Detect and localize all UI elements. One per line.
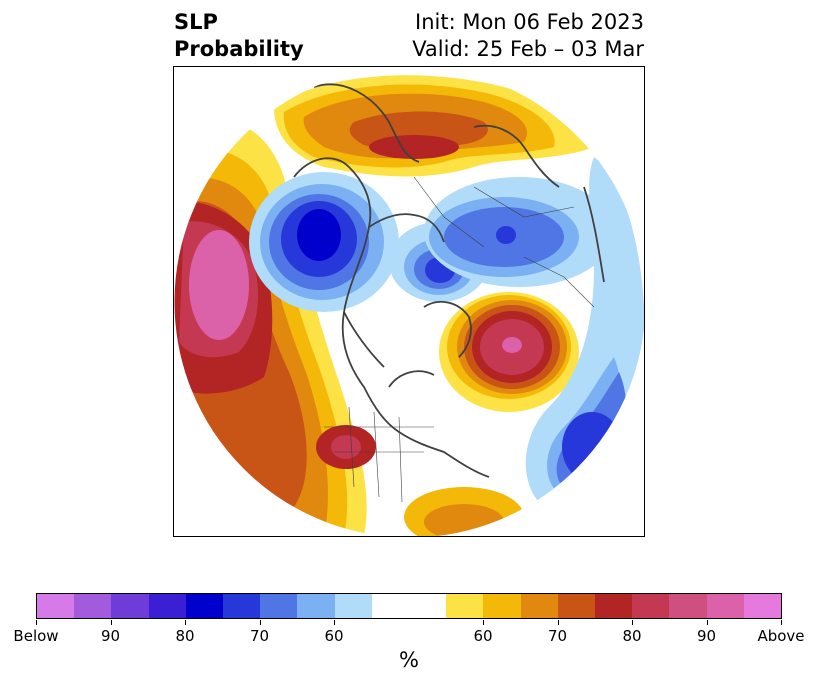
colorbar-tick-label: 60	[324, 627, 344, 645]
colorbar-tick	[557, 620, 559, 625]
colorbar-segment	[334, 594, 372, 618]
colorbar-segment	[557, 594, 596, 618]
colorbar	[36, 593, 782, 619]
colorbar-segment	[371, 594, 410, 618]
colorbar-segment	[632, 594, 670, 618]
colorbar-segment	[743, 594, 782, 618]
colorbar-tick-label: Below	[13, 627, 59, 645]
colorbar-segment	[483, 594, 521, 618]
coastlines	[293, 83, 605, 478]
colorbar-tick-label: 70	[547, 627, 568, 645]
colorbar-segment	[74, 594, 112, 618]
alaska-below	[249, 172, 399, 312]
political-borders	[324, 176, 595, 503]
colorbar-tick	[781, 620, 782, 625]
colorbar-tick	[632, 620, 633, 625]
colorbar-segment	[595, 594, 633, 618]
colorbar-tick-label: Above	[757, 627, 805, 645]
colorbar-tick	[185, 620, 186, 625]
north-atlantic-above	[439, 292, 579, 412]
siberia-below	[424, 177, 614, 287]
title-right: Init: Mon 06 Feb 2023 Valid: 25 Feb – 03…	[412, 9, 644, 63]
colorbar-segment	[148, 594, 186, 618]
colorbar-tick	[483, 620, 484, 625]
colorbar-segment	[223, 594, 261, 618]
colorbar-tick	[334, 620, 335, 625]
colorbar-segment	[260, 594, 298, 618]
valid-range: Valid: 25 Feb – 03 Mar	[412, 37, 644, 61]
colorbar-tick	[259, 620, 261, 625]
colorbar-tick-label: 90	[696, 627, 717, 645]
colorbar-segment	[37, 594, 75, 618]
colorbar-segment	[185, 594, 224, 618]
title-variable: SLP	[174, 10, 218, 34]
colorbar-segment	[669, 594, 707, 618]
colorbar-segment	[446, 594, 484, 618]
colorbar-tick	[36, 620, 37, 625]
colorbar-segment	[520, 594, 558, 618]
title-left: SLP Probability	[174, 9, 304, 63]
colorbar-tick-label: 80	[622, 627, 642, 645]
title-type: Probability	[174, 37, 304, 61]
probability-map	[174, 67, 644, 536]
colorbar-tick-label: 70	[249, 627, 270, 645]
colorbar-tick-label: 60	[473, 627, 493, 645]
colorbar-tick-label: 80	[175, 627, 195, 645]
colorbar-tick-label: 90	[100, 627, 121, 645]
colorbar-unit-label: %	[399, 648, 419, 672]
colorbar-segment	[409, 594, 447, 618]
colorbar-segment	[297, 594, 335, 618]
map-frame	[173, 66, 645, 537]
colorbar-tick	[706, 620, 708, 625]
colorbar-segment	[706, 594, 744, 618]
colorbar-tick	[110, 620, 112, 625]
init-date: Init: Mon 06 Feb 2023	[415, 10, 644, 34]
western-us-above	[316, 425, 376, 469]
northern-europe-above	[274, 75, 594, 177]
colorbar-segment	[111, 594, 149, 618]
